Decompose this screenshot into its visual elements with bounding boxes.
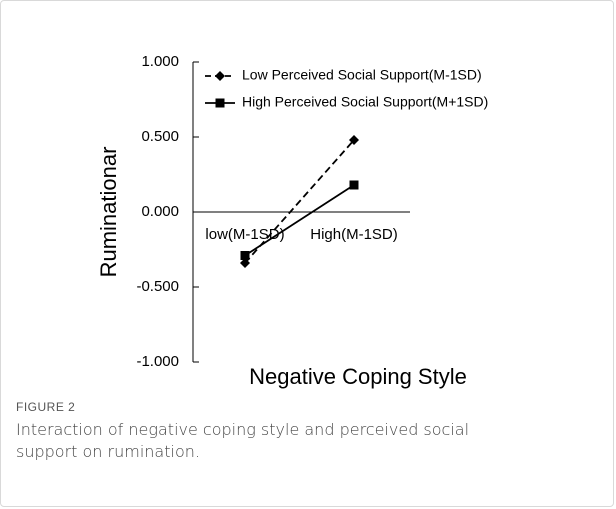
legend-marker xyxy=(215,71,225,81)
series-line xyxy=(244,184,355,257)
y-tick-label: -1.000 xyxy=(136,353,179,370)
x-axis-label: Negative Coping Style xyxy=(249,364,467,389)
y-tick-label: 0.500 xyxy=(141,128,179,145)
point xyxy=(349,180,359,190)
legend-label: High Perceived Social Support(M+1SD) xyxy=(242,94,488,110)
y-tick-label: 1.000 xyxy=(141,53,179,70)
point xyxy=(240,258,250,268)
y-tick-label: 0.000 xyxy=(141,203,179,220)
chart: Ruminationar Negative Coping Style 1.000… xyxy=(96,53,488,389)
x-tick-label: High(M-1SD) xyxy=(310,226,398,243)
y-axis-label: Ruminationar xyxy=(96,147,121,278)
figure-label: FIGURE 2 xyxy=(16,400,76,414)
legend-marker xyxy=(215,98,225,108)
point xyxy=(240,251,250,260)
legend-label: Low Perceived Social Support(M-1SD) xyxy=(242,67,482,83)
x-tick-label: low(M-1SD) xyxy=(205,226,284,243)
y-tick-label: -0.500 xyxy=(136,278,179,295)
series-line xyxy=(244,139,355,264)
point xyxy=(349,135,359,145)
figure-caption: Interaction of negative coping style and… xyxy=(16,420,470,461)
